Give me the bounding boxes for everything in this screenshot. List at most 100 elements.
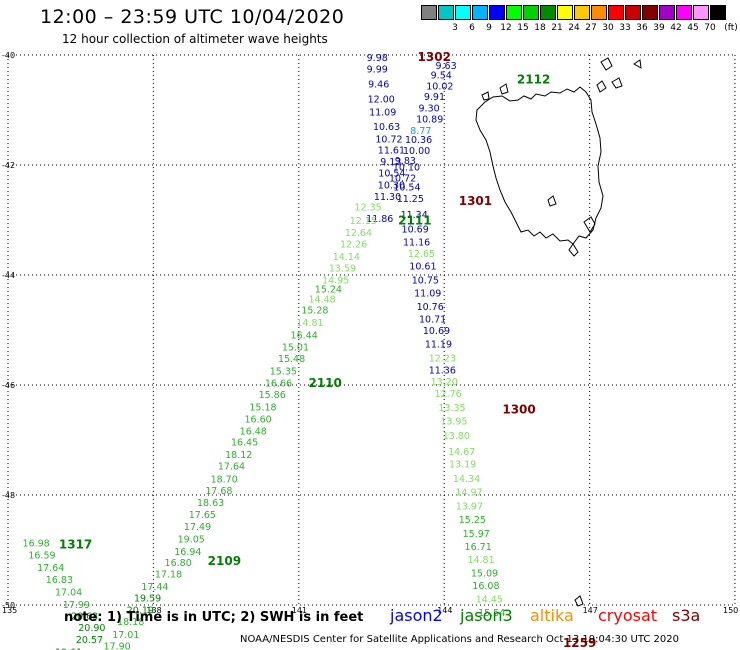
wave-height-value: 17.18 [155,570,182,581]
pass-number: 2112 [517,73,550,87]
pass-number: 1301 [459,194,492,208]
wave-height-value: 11.61 [378,145,405,156]
wave-height-value: 9.46 [368,79,389,90]
wave-height-value: 12.76 [435,389,462,400]
latitude-label: -44 [2,271,15,280]
legend-label: 45 [687,23,699,33]
credit-line: NOAA/NESDIS Center for Satellite Applica… [240,634,679,645]
legend-label: 42 [670,23,682,33]
legend-swatch [421,5,437,20]
legend-swatch [676,5,692,20]
wave-height-value: 12.15 [350,216,377,227]
wave-height-value: 13.95 [440,417,467,428]
wave-height-value: 10.30 [378,181,405,192]
wave-height-value: 9.13 [380,157,401,168]
wave-height-value: 16.66 [265,379,292,390]
wave-height-value: 12.64 [345,228,372,239]
wave-height-value: 10.61 [409,262,436,273]
wave-height-value: 18.70 [211,474,238,485]
wave-height-value: 15.25 [459,515,486,526]
wave-height-value: 13.19 [449,460,476,471]
wave-height-value: 13.20 [431,377,458,388]
wave-height-value: 16.08 [472,581,499,592]
wave-height-value: 19.05 [178,534,205,545]
wave-height-value: 15.35 [270,367,297,378]
wave-height-value: 15.86 [259,390,286,401]
legend-swatch [591,5,607,20]
wave-height-value: 12.26 [340,240,367,251]
wave-height-value: 17.68 [205,486,232,497]
satellite-name: altika [530,606,574,625]
tasmania-coastline [475,57,642,607]
legend-label: 21 [551,23,563,33]
wave-height-value: 10.75 [412,275,439,286]
legend-swatch [608,5,624,20]
wave-height-value: 15.28 [301,306,328,317]
wave-height-value: 16.80 [165,558,192,569]
legend-label: 18 [534,23,546,33]
wave-height-value: 14.95 [322,275,349,286]
wave-height-value: 16.44 [291,330,318,341]
wave-height-value: 10.36 [405,135,432,146]
legend-swatch [438,5,454,20]
legend-swatch [574,5,590,20]
wave-height-value: 16.98 [23,539,50,550]
longitude-label: 138 [146,606,161,615]
legend-swatch [693,5,709,20]
wave-height-value: 10.63 [373,122,400,133]
wave-height-value: 14.97 [455,488,482,499]
wave-height-value: 18.18 [117,617,144,628]
map-subtitle: 12 hour collection of altimeter wave hei… [62,32,328,46]
wave-height-value: 15.09 [471,568,498,579]
grid-lines [7,54,736,606]
wave-height-value: 10.10 [393,163,420,174]
legend-swatch [642,5,658,20]
wave-height-value: 11.86 [366,214,393,225]
wave-height-value: 11.30 [374,192,401,203]
legend-label: 27 [585,23,597,33]
pass-number: 1259 [563,636,596,650]
wave-height-value: 11.09 [414,288,441,299]
wave-height-value: 10.00 [403,146,430,157]
legend-label: 70 [704,23,716,33]
latitude-label: -48 [2,491,15,500]
legend-swatch [625,5,641,20]
legend-label: 3 [452,23,458,33]
wave-height-value: 18.12 [225,450,252,461]
wave-height-value: 9.98 [367,53,388,64]
satellite-name: jason2 [390,606,443,625]
wave-height-value: 20.57 [76,635,103,646]
wave-height-value: 14.81 [467,555,494,566]
footnote: note: 1) Time is in UTC; 2) SWH is in fe… [64,610,364,625]
wave-height-value: 9.83 [395,156,416,167]
wave-height-value: 11.36 [429,365,456,376]
latitude-label: -46 [2,381,15,390]
wave-height-value: 15.18 [249,402,276,413]
wave-height-value: 11.25 [397,194,424,205]
legend-label: 24 [568,23,580,33]
wave-height-value: 14.14 [333,252,360,263]
wave-height-value: 15.01 [282,342,309,353]
wave-height-value: 9.54 [431,71,452,82]
wave-height-value: 17.44 [141,582,168,593]
wave-height-value: 15.48 [278,354,305,365]
axis-labels: 135 138 141 144 147 150 -40 -42 -44 -46 -48 -50 [2,51,738,615]
wave-height-value: 11.19 [425,340,452,351]
wave-height-value: 12.65 [408,249,435,260]
legend-label: 30 [602,23,614,33]
latitude-label: -50 [2,601,15,610]
legend-swatch [472,5,488,20]
wave-height-value: 17.64 [37,563,64,574]
pass-number: 1302 [418,50,451,64]
wave-height-value: 10.69 [423,326,450,337]
wave-height-value: 17.90 [103,642,130,650]
wave-height-value: 10.71 [419,314,446,325]
wave-height-value: 9.91 [424,92,445,103]
legend-label: 9 [486,23,492,33]
legend-label: 6 [469,23,475,33]
wave-height-value: 10.54 [393,182,420,193]
wave-height-value: 11.16 [403,237,430,248]
wave-height-value: 16.71 [465,542,492,553]
wave-height-value: 14.48 [308,295,335,306]
wave-height-value: 14.67 [448,447,475,458]
